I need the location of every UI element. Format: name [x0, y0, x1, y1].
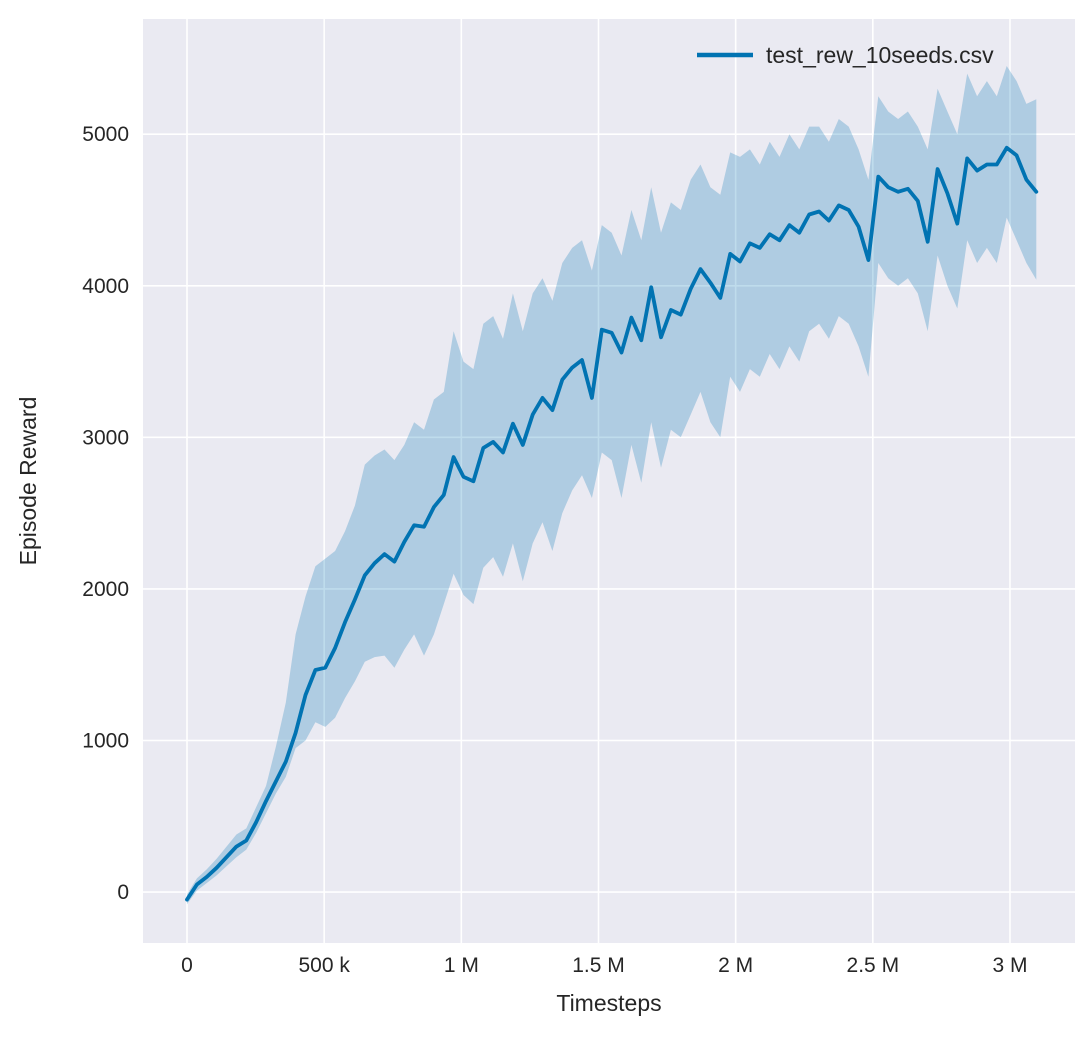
y-tick-label: 4000 — [82, 275, 129, 298]
legend: test_rew_10seeds.csv — [697, 42, 994, 68]
series-line — [185, 145, 1039, 902]
plot-area — [143, 19, 1075, 943]
y-axis-label: Episode Reward — [15, 397, 41, 566]
x-tick-label: 2.5 M — [847, 954, 900, 977]
x-tick-label: 1.5 M — [572, 954, 625, 977]
y-tick-label: 3000 — [82, 426, 129, 449]
x-tick-label: 500 k — [298, 954, 350, 977]
x-tick-label: 1 M — [444, 954, 479, 977]
x-axis-tick-labels: 0 500 k 1 M 1.5 M 2 M 2.5 M 3 M — [181, 954, 1027, 977]
gridlines — [143, 19, 1075, 943]
x-axis-label: Timesteps — [556, 990, 661, 1016]
legend-label: test_rew_10seeds.csv — [766, 42, 994, 68]
x-tick-label: 0 — [181, 954, 193, 977]
y-tick-label: 0 — [117, 881, 129, 904]
y-tick-label: 1000 — [82, 729, 129, 752]
y-tick-label: 2000 — [82, 578, 129, 601]
confidence-band — [187, 66, 1037, 905]
x-tick-label: 2 M — [718, 954, 753, 977]
y-tick-label: 5000 — [82, 123, 129, 146]
y-axis-tick-labels: 0 1000 2000 3000 4000 5000 — [82, 123, 129, 904]
x-tick-label: 3 M — [992, 954, 1027, 977]
